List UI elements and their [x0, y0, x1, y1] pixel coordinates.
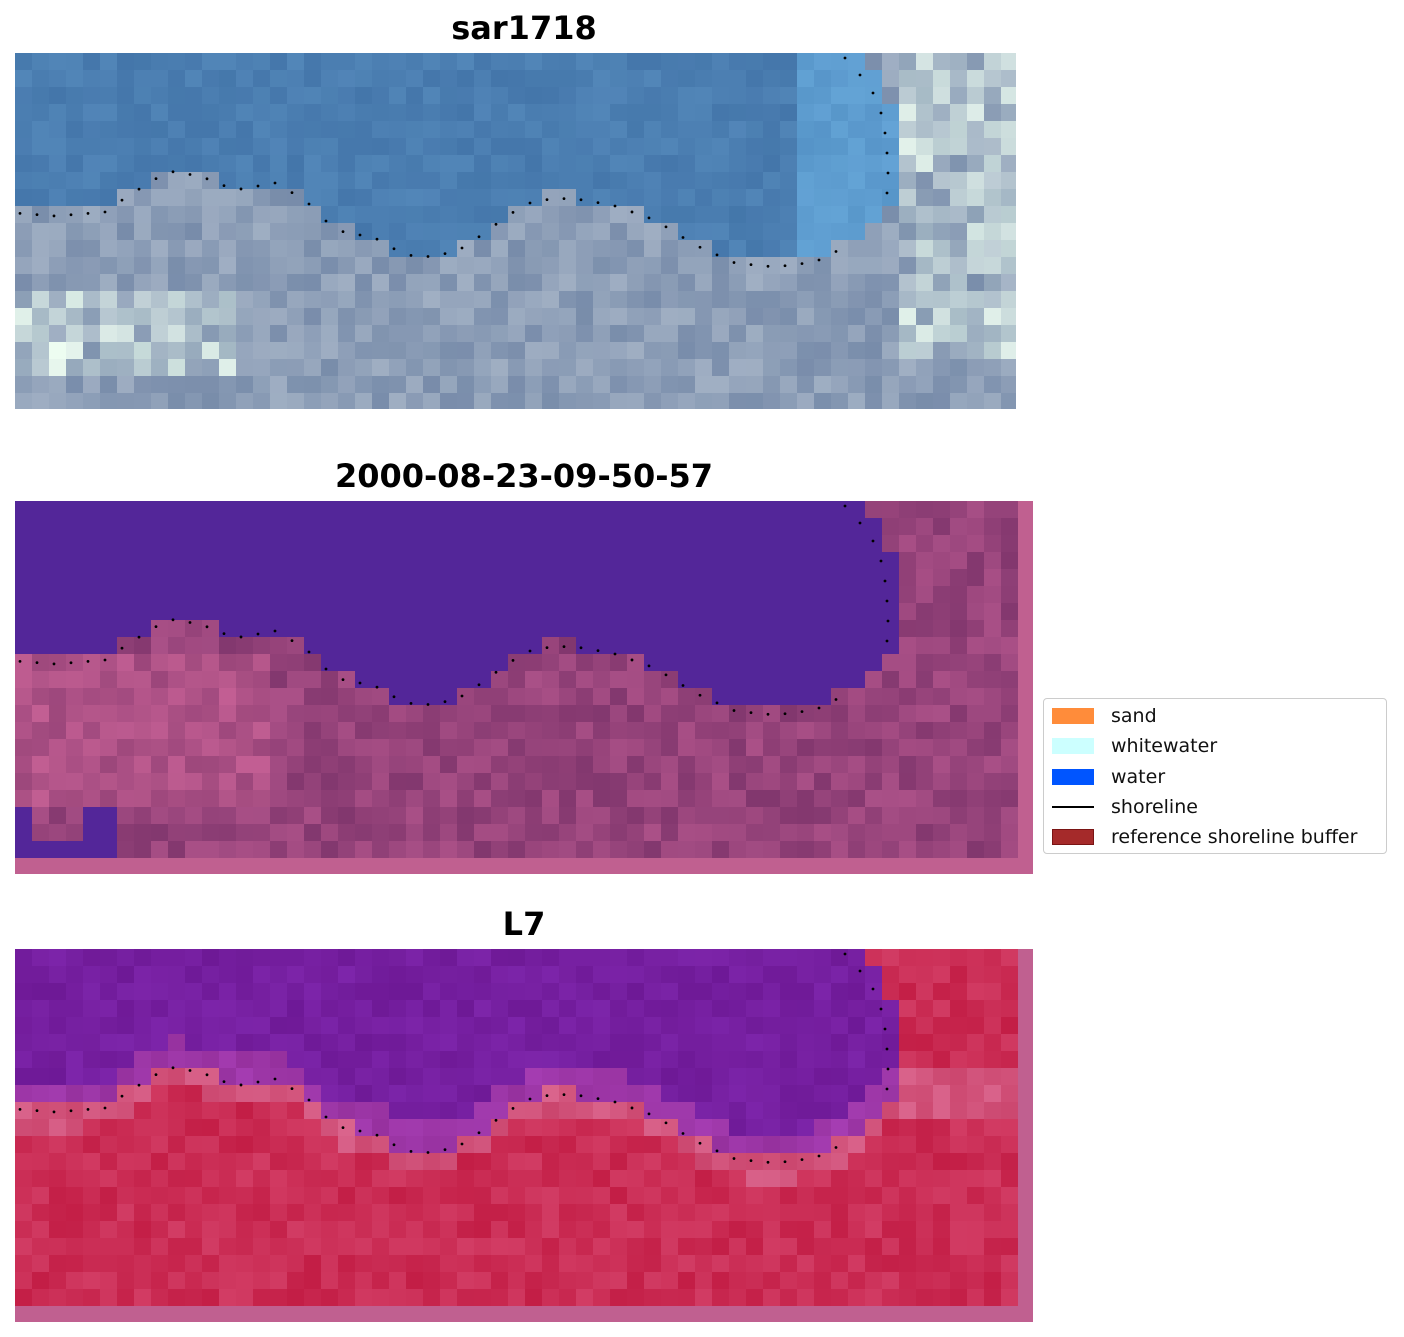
water-swatch — [1052, 769, 1094, 785]
legend-item-reference-buffer: reference shoreline buffer — [1052, 826, 1357, 848]
shoreline-dots — [18, 56, 890, 268]
legend-label: whitewater — [1111, 735, 1218, 757]
legend-item-whitewater: whitewater — [1052, 735, 1217, 757]
legend-label: water — [1111, 766, 1166, 788]
panel-title-2: 2000-08-23-09-50-57 — [334, 457, 714, 495]
shoreline-dots — [18, 952, 890, 1164]
shoreline-line-swatch — [1052, 806, 1094, 808]
legend-item-sand: sand — [1052, 705, 1157, 727]
index-image-panel — [15, 949, 1033, 1322]
whitewater-swatch — [1052, 738, 1094, 754]
legend-label: reference shoreline buffer — [1111, 826, 1358, 848]
shoreline-dots — [18, 504, 890, 716]
sand-swatch — [1052, 708, 1094, 724]
legend-item-water: water — [1052, 766, 1165, 788]
legend-item-shoreline: shoreline — [1052, 796, 1198, 818]
reference-buffer-swatch — [1052, 829, 1094, 845]
legend: sand whitewater water shoreline referenc… — [1043, 698, 1387, 854]
classified-image-panel — [15, 501, 1033, 874]
legend-label: sand — [1111, 705, 1157, 727]
rgb-image-panel — [15, 53, 1016, 409]
panel-title-1: sar1718 — [451, 9, 597, 47]
legend-label: shoreline — [1111, 796, 1198, 818]
panel-title-3: L7 — [502, 905, 546, 943]
